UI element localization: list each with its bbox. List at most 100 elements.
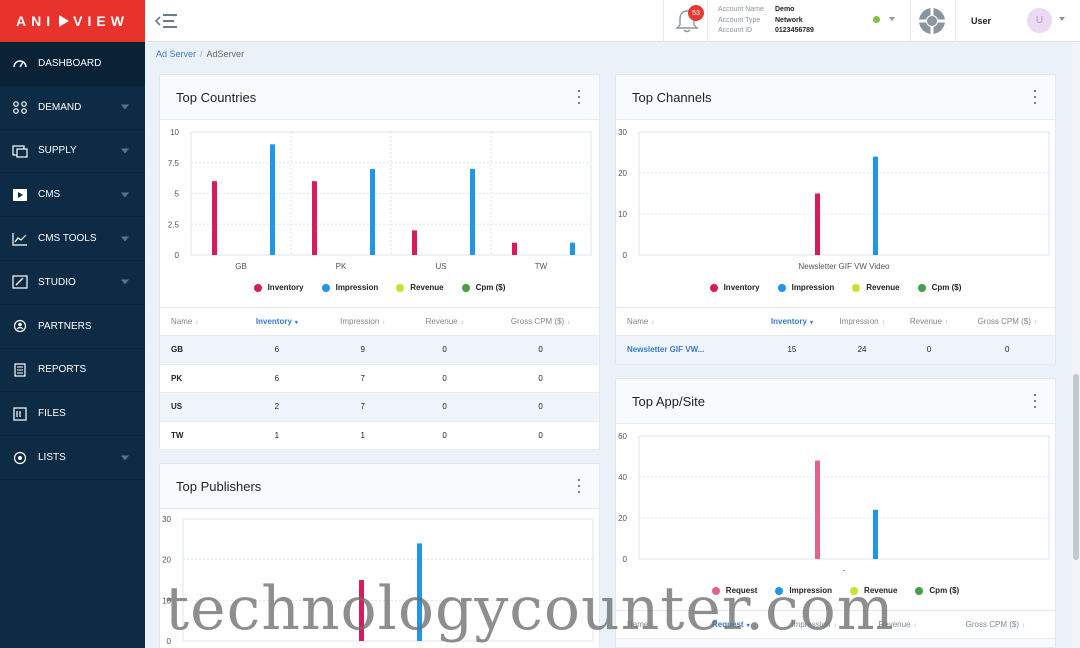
countries-table: Name ↕ Inventory ▾ Impression ↕ Revenue ↕ Gross … (160, 307, 599, 450)
column-header[interactable]: Request ▾ (693, 610, 769, 639)
y-tick-label: 0 (175, 251, 180, 260)
sidebar-item-lists[interactable]: LISTS (0, 436, 145, 480)
dashboard-icon (12, 56, 28, 70)
bar-inventory (512, 242, 517, 255)
account-name-label: Account Name (718, 6, 764, 13)
legend-item[interactable]: Revenue (850, 586, 897, 595)
kebab-menu-icon[interactable] (1033, 90, 1037, 104)
column-header-label: Name (171, 317, 193, 326)
legend-item[interactable]: Impression (775, 586, 832, 595)
breadcrumb-ad-server[interactable]: Ad Server (156, 49, 197, 59)
sidebar-item-partners[interactable]: PARTNERS (0, 305, 145, 349)
sidebar-item-reports[interactable]: REPORTS (0, 349, 145, 393)
column-header[interactable]: Name ↕ (160, 307, 236, 336)
kebab-menu-icon[interactable] (1033, 394, 1037, 408)
legend-swatch (915, 586, 924, 595)
files-icon (12, 407, 28, 421)
y-tick-label: 40 (618, 473, 627, 482)
row-name-cell: US (160, 392, 236, 422)
column-header[interactable]: Impression ↕ (768, 610, 860, 639)
watermark-logo: technologycounter.com (165, 574, 895, 644)
y-tick-label: 10 (170, 128, 179, 137)
sidebar-item-cms[interactable]: CMS (0, 173, 145, 218)
bar-inventory (212, 181, 217, 255)
column-header[interactable]: Impression ↕ (318, 307, 408, 336)
user-avatar[interactable]: U (1027, 8, 1052, 33)
table-cell: 15 (758, 335, 826, 365)
sidebar-item-studio[interactable]: STUDIO (0, 261, 145, 305)
row-name-cell[interactable]: Newsletter GIF VW... (616, 335, 759, 365)
column-header[interactable]: Revenue ↕ (407, 307, 483, 336)
user-name[interactable]: User (971, 16, 992, 26)
lifebuoy-help-icon[interactable] (917, 6, 947, 36)
appsite-legend: Request Impression Revenue Cpm ($) (616, 586, 1055, 595)
column-header[interactable]: Gross CPM ($) ↕ (482, 307, 599, 336)
menu-toggle-icon[interactable] (153, 11, 179, 31)
table-row[interactable]: TW 1 1 0 0 (160, 421, 599, 450)
legend-label: Revenue (410, 283, 444, 292)
publishers-chart: 0 10 20 30 (160, 508, 599, 648)
column-header-label: Inventory (255, 317, 292, 326)
y-tick-label: 2.5 (168, 220, 180, 229)
bar-impression (270, 144, 275, 255)
account-type-label: Account Type (718, 16, 761, 24)
x-tick-label: GB (235, 262, 247, 271)
column-header-label: Request (712, 620, 744, 629)
column-header[interactable]: Inventory ▾ (235, 307, 319, 336)
top-publishers-card: Top Publishers 0 10 20 30 (159, 463, 600, 648)
column-header[interactable]: Name ↕ (616, 307, 759, 336)
kebab-menu-icon[interactable] (577, 479, 581, 493)
page-scrollbar[interactable] (1072, 42, 1080, 648)
sidebar-item-supply[interactable]: SUPPLY (0, 130, 145, 174)
breadcrumb: Ad Server / AdServer (156, 49, 245, 59)
top-appsite-card: Top App/Site 0 20 40 60- Request Impression R… (615, 378, 1056, 648)
sidebar-item-dashboard[interactable]: DASHBOARD (0, 42, 145, 86)
sidebar-item-demand[interactable]: DEMAND (0, 86, 145, 130)
legend-item[interactable]: Cpm ($) (915, 586, 959, 595)
account-dropdown-caret-icon[interactable] (889, 17, 895, 21)
brand-logo[interactable]: ANI VIEW (0, 0, 145, 42)
legend-item[interactable]: Revenue (852, 283, 900, 292)
card-title: Top Countries (176, 89, 257, 105)
column-header-label: Gross CPM ($) (510, 317, 565, 326)
table-row[interactable]: PK 6 7 0 0 (160, 364, 599, 393)
table-cell: 24 (825, 335, 899, 365)
table-row[interactable]: US 2 7 0 0 (160, 392, 599, 422)
sort-icon: ↕ (651, 320, 655, 326)
countries-bar-chart: 0 2.5 5 7.5 10 GB PK US TW (168, 128, 592, 271)
column-header[interactable]: Name ↕ (616, 610, 694, 639)
y-tick-label: 30 (162, 515, 171, 524)
table-row[interactable]: Newsletter GIF VW... 15 24 0 0 (616, 335, 1055, 365)
column-header[interactable]: Revenue ↕ (898, 307, 960, 336)
logo-text-right: VIEW (73, 13, 129, 29)
plot-frame (182, 518, 594, 642)
legend-item[interactable]: Inventory (709, 283, 760, 292)
column-header[interactable]: Impression ↕ (825, 307, 899, 336)
legend-item[interactable]: Cpm ($) (917, 283, 961, 292)
user-dropdown-caret-icon[interactable] (1059, 17, 1065, 21)
legend-item[interactable]: Inventory (253, 283, 304, 292)
sort-icon: ↕ (195, 320, 199, 326)
column-header[interactable]: Inventory ▾ (758, 307, 826, 336)
legend-swatch (850, 586, 859, 595)
legend-item[interactable]: Impression (777, 283, 834, 292)
column-header[interactable]: Gross CPM ($) ↕ (935, 610, 1055, 639)
column-header[interactable]: Gross CPM ($) ↕ (959, 307, 1055, 336)
legend-item[interactable]: Revenue (396, 283, 444, 292)
column-header-label: Name (627, 317, 649, 326)
kebab-menu-icon[interactable] (577, 90, 581, 104)
sidebar-item-cms-tools[interactable]: CMS TOOLS (0, 217, 145, 261)
scrollbar-thumb[interactable] (1073, 374, 1079, 560)
legend-item[interactable]: Cpm ($) (461, 283, 505, 292)
x-tick-label: - (843, 566, 846, 575)
sidebar-item-files[interactable]: FILES (0, 392, 145, 437)
table-row[interactable]: GB 6 9 0 0 (160, 335, 599, 365)
appsite-table: Name ↕ Request ▾ Impression ↕ Revenue ↕ Gross CP… (616, 610, 1055, 639)
legend-item[interactable]: Impression (321, 283, 378, 292)
logo-text-left: ANI (16, 13, 56, 29)
table-cell: 0 (898, 335, 960, 365)
column-header[interactable]: Revenue ↕ (859, 610, 936, 639)
legend-item[interactable]: Request (711, 586, 757, 595)
account-info[interactable]: Account Name Demo Account Type Network Acc… (718, 5, 814, 37)
sidebar-item-label: FILES (38, 408, 66, 420)
